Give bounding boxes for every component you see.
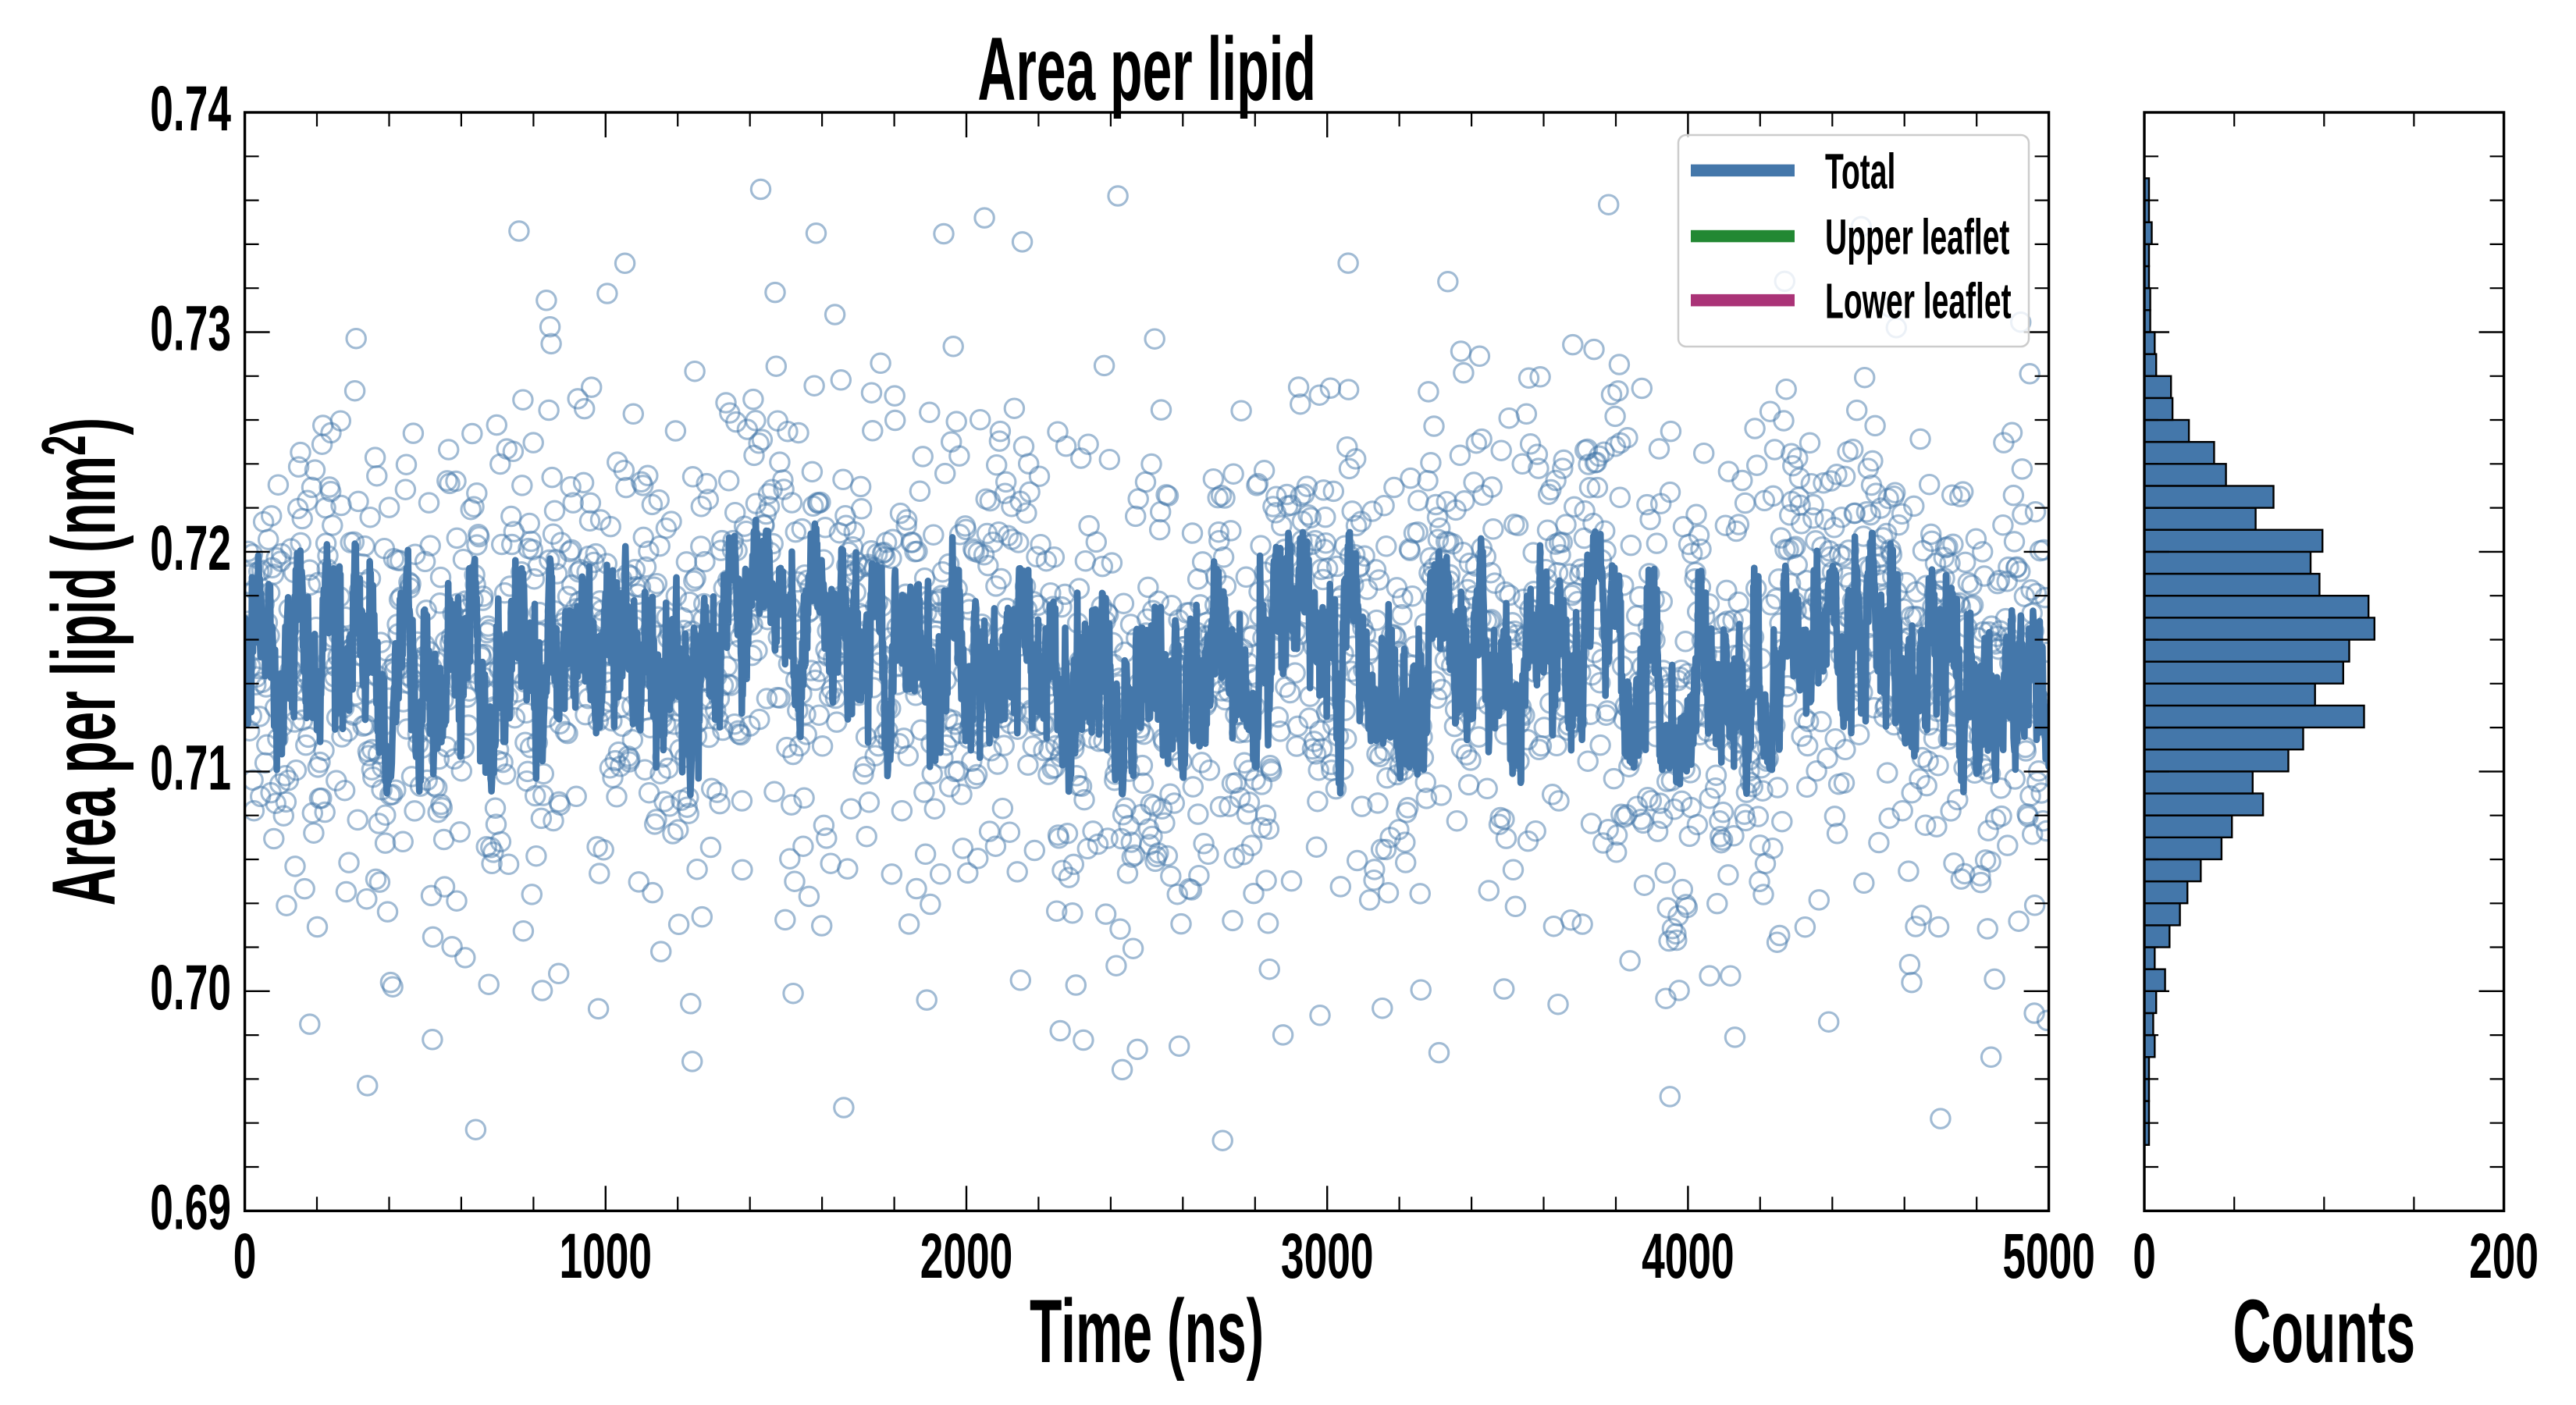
svg-text:Upper leaflet: Upper leaflet — [1825, 210, 2009, 265]
svg-text:0.71: 0.71 — [150, 731, 231, 803]
svg-text:Counts: Counts — [2233, 1282, 2415, 1382]
svg-text:0.69: 0.69 — [150, 1171, 231, 1243]
svg-text:4000: 4000 — [1642, 1219, 1735, 1291]
svg-text:5000: 5000 — [2002, 1219, 2095, 1291]
svg-text:200: 200 — [2469, 1219, 2539, 1291]
svg-text:0: 0 — [2133, 1219, 2156, 1291]
svg-text:Lower leaflet: Lower leaflet — [1825, 274, 2012, 329]
svg-text:1000: 1000 — [560, 1219, 653, 1291]
svg-text:0.74: 0.74 — [150, 72, 231, 144]
svg-text:0.72: 0.72 — [150, 511, 231, 583]
svg-text:Area per lipid (nm2): Area per lipid (nm2) — [29, 418, 134, 906]
svg-text:0.70: 0.70 — [150, 951, 231, 1023]
svg-text:0: 0 — [233, 1219, 257, 1291]
svg-text:Area per lipid: Area per lipid — [977, 20, 1316, 120]
svg-text:0.73: 0.73 — [150, 292, 231, 364]
svg-text:Total: Total — [1825, 144, 1895, 200]
svg-text:3000: 3000 — [1281, 1219, 1374, 1291]
svg-text:2000: 2000 — [920, 1219, 1013, 1291]
svg-text:Time (ns): Time (ns) — [1030, 1282, 1264, 1382]
